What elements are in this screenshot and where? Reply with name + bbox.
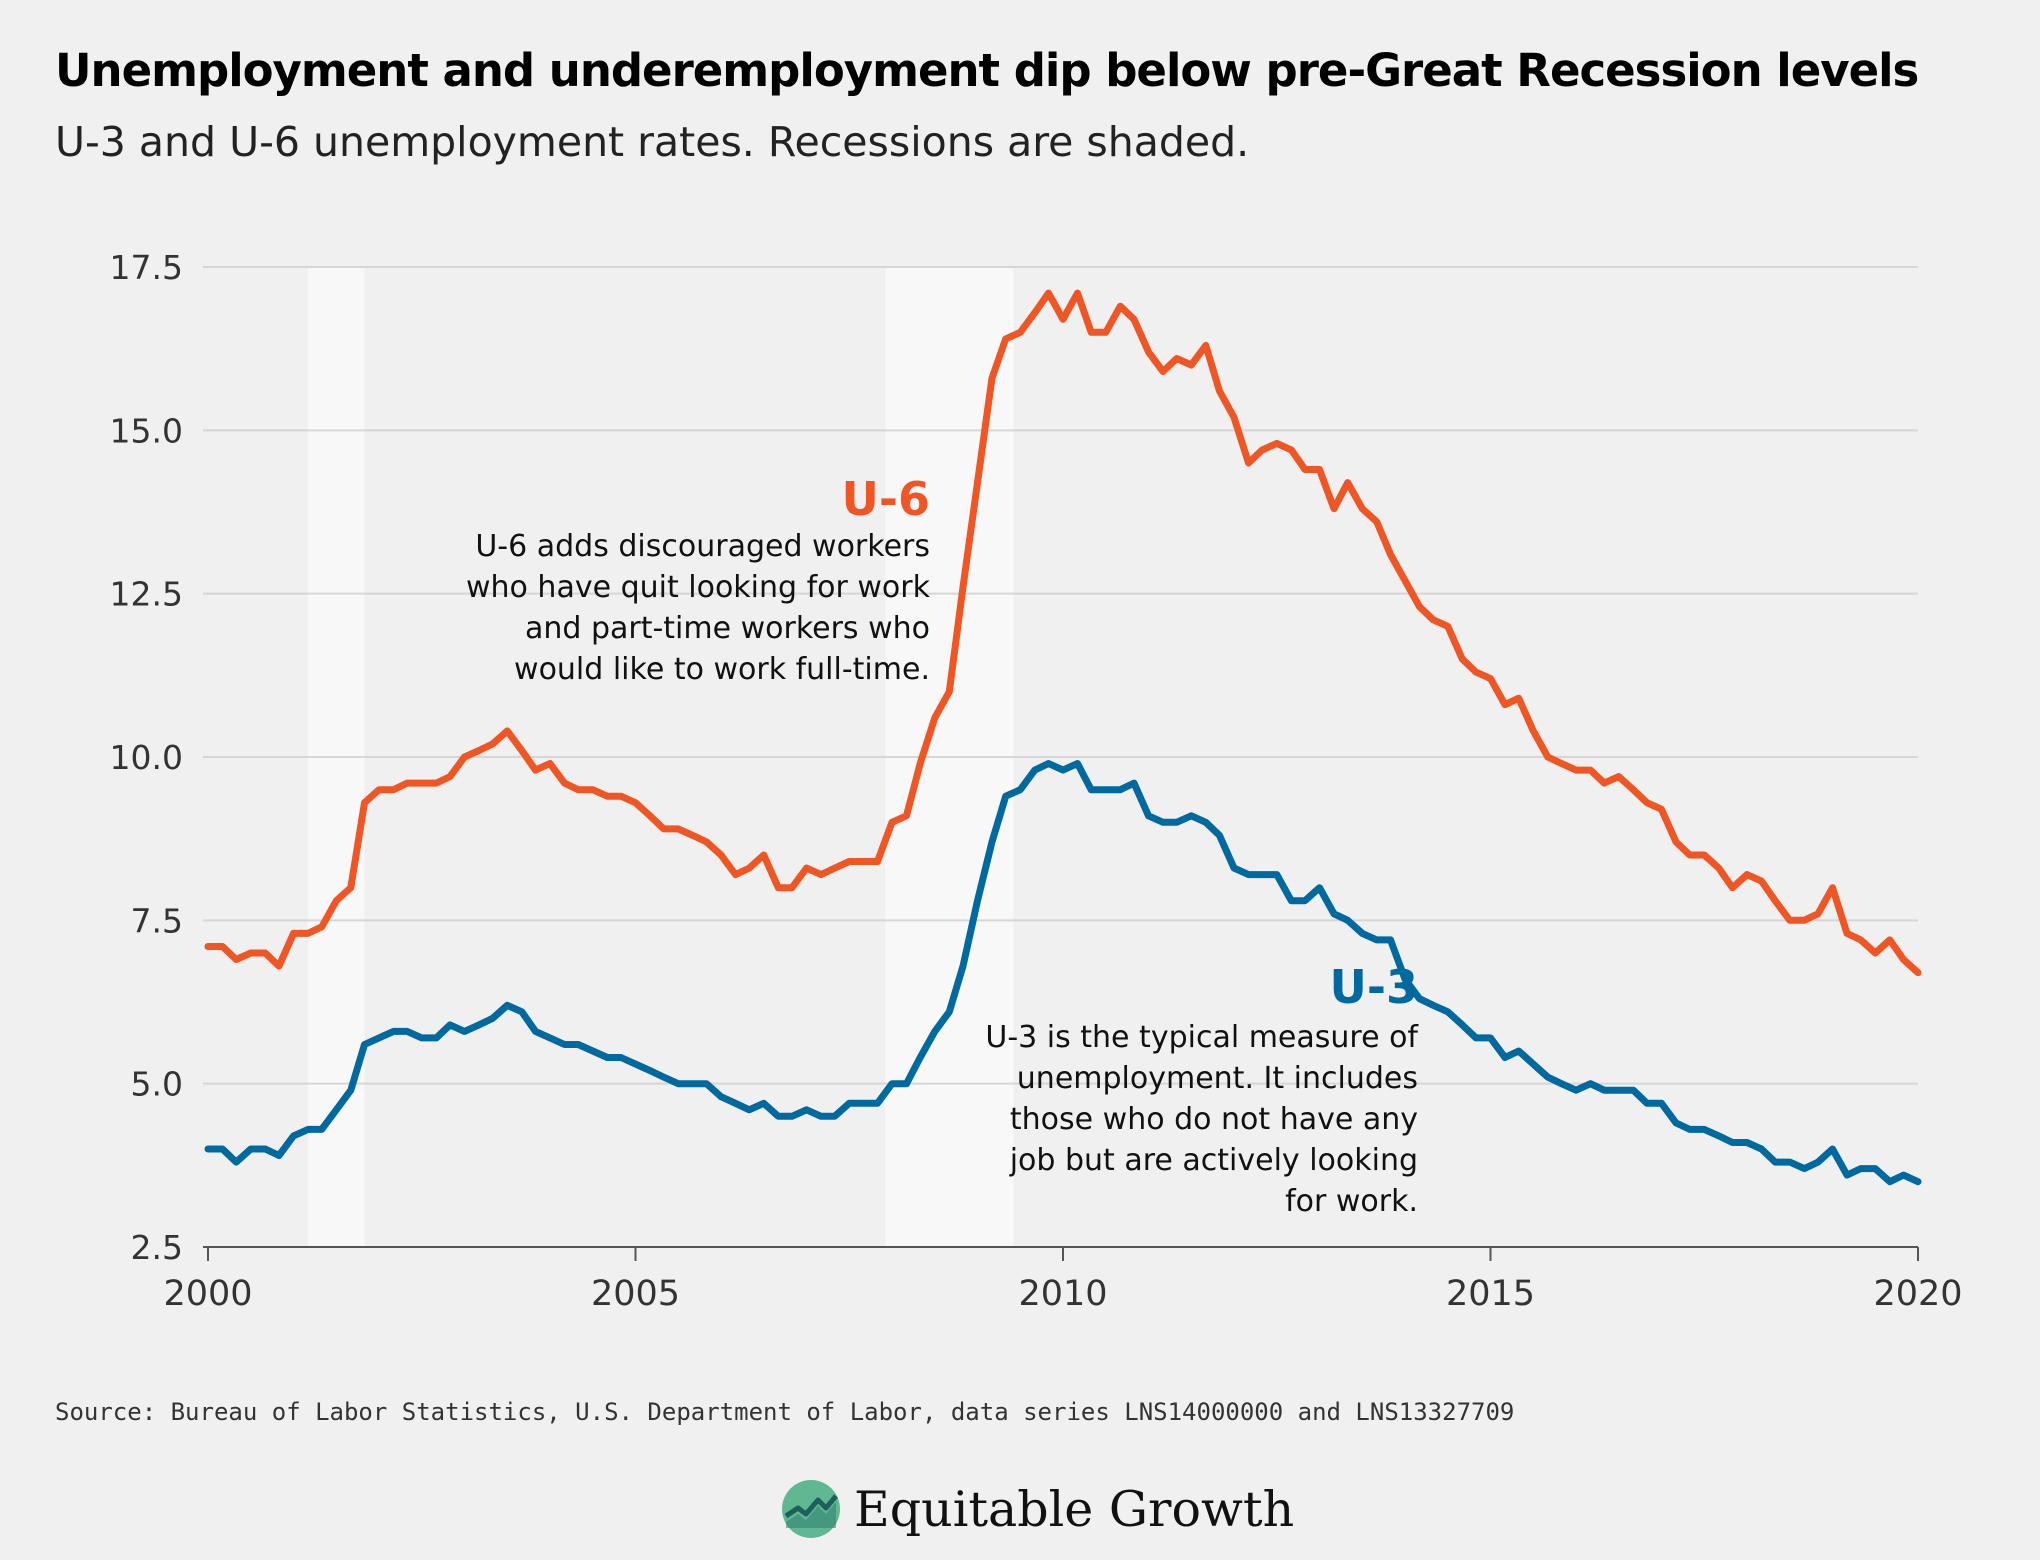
line-chart: 2.5 5.0 7.5 10.0 12.5 15.0 17.5 2000 2005 2010 201… <box>110 248 1963 1314</box>
x-tick-label: 2000 <box>163 1274 252 1314</box>
axes-group: 2.5 5.0 7.5 10.0 12.5 15.0 17.5 2000 2005 2010 201… <box>110 248 1963 1314</box>
annotation-text-u-3: job but are actively looking <box>1009 1143 1418 1178</box>
x-tick-label: 2005 <box>591 1274 680 1314</box>
x-tick-label: 2015 <box>1446 1274 1535 1314</box>
annotation-text-u-6: would like to work full-time. <box>514 652 930 687</box>
y-tick-label: 2.5 <box>131 1228 183 1267</box>
y-tick-label: 5.0 <box>131 1065 183 1104</box>
annotation-label-u-6: U-6 <box>842 472 930 526</box>
chart-subtitle: U-3 and U-6 unemployment rates. Recessio… <box>55 118 1250 166</box>
annotation-text-u-6: who have quit looking for work <box>466 570 931 605</box>
annotations-group: U-6U-6 adds discouraged workers who have … <box>466 472 1419 1219</box>
x-tick-label: 2010 <box>1018 1274 1107 1314</box>
y-tick-label: 10.0 <box>110 738 183 777</box>
source-note: Source: Bureau of Labor Statistics, U.S.… <box>55 1398 1515 1426</box>
annotation-text-u-6: U-6 adds discouraged workers <box>475 529 930 564</box>
annotation-text-u-3: U-3 is the typical measure of <box>985 1020 1419 1055</box>
gridlines-group <box>203 266 1918 1085</box>
y-tick-label: 17.5 <box>110 248 183 287</box>
annotation-text-u-3: for work. <box>1285 1184 1418 1219</box>
y-tick-label: 15.0 <box>110 411 183 450</box>
annotation-text-u-3: those who do not have any <box>1010 1102 1418 1137</box>
series-group <box>204 289 1922 1186</box>
annotation-label-u-3: U-3 <box>1330 960 1418 1014</box>
series-line-u-3 <box>204 760 1922 1186</box>
equitable-growth-logo: Equitable Growth <box>780 1476 1294 1542</box>
y-tick-label: 12.5 <box>110 575 183 614</box>
series-line-u-6 <box>204 289 1922 977</box>
annotation-text-u-6: and part-time workers who <box>525 611 930 646</box>
logo-text: Equitable Growth <box>854 1480 1295 1538</box>
y-tick-label: 7.5 <box>131 901 183 940</box>
x-tick-label: 2020 <box>1873 1274 1962 1314</box>
annotation-text-u-3: unemployment. It includes <box>1017 1061 1418 1096</box>
growth-chart-icon <box>782 1480 840 1538</box>
chart-title: Unemployment and underemployment dip bel… <box>55 44 1919 97</box>
